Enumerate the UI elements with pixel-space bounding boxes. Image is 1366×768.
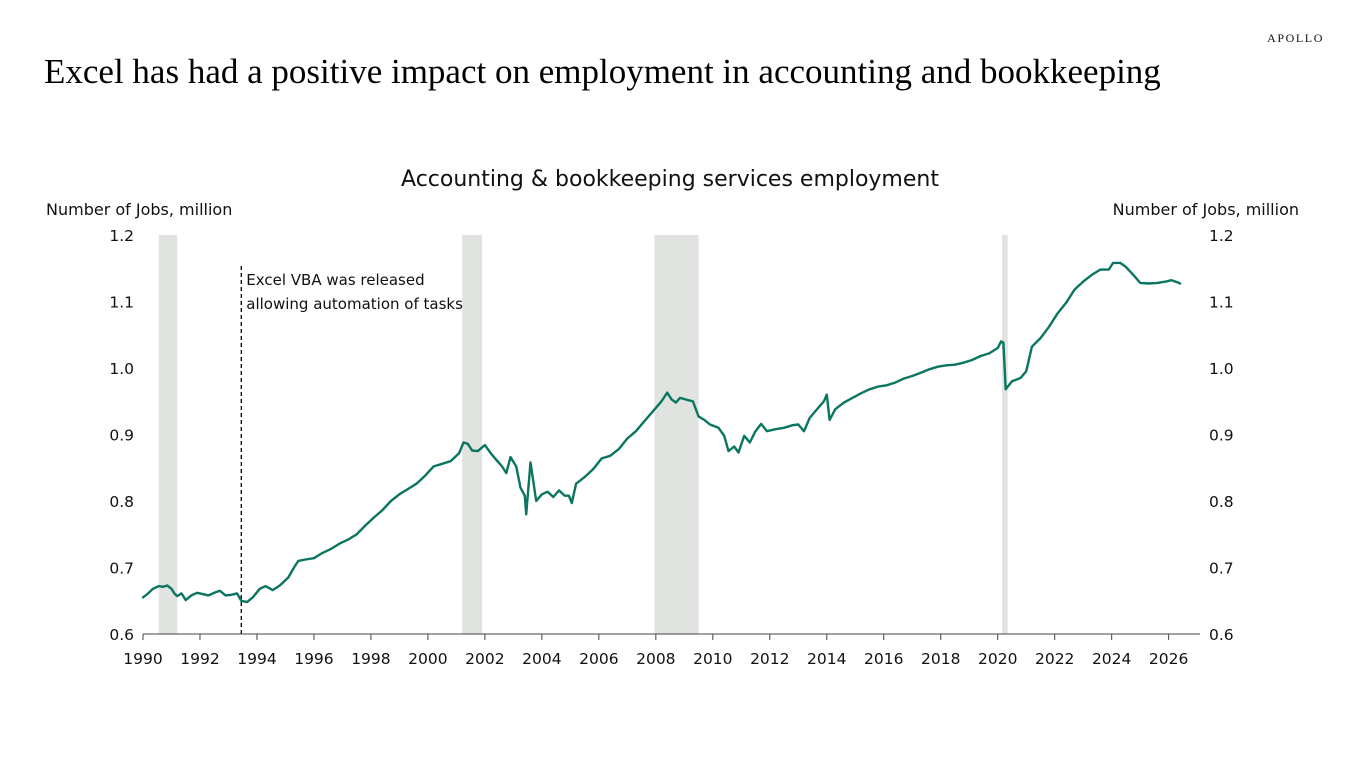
annotation-text-line-2: allowing automation of tasks — [246, 295, 463, 313]
chart-title: Accounting & bookkeeping services employ… — [401, 167, 939, 192]
y-tick-label-left: 0.6 — [109, 626, 134, 644]
y-tick-label-left: 1.0 — [109, 360, 134, 378]
y-tick-label-right: 1.1 — [1209, 294, 1234, 312]
annotation-text-line-1: Excel VBA was released — [246, 271, 424, 289]
y-tick-label-right: 1.2 — [1209, 227, 1234, 245]
y-axis-left-title: Number of Jobs, million — [46, 200, 232, 219]
y-tick-label-right: 0.6 — [1209, 626, 1234, 644]
x-tick-label: 2018 — [921, 650, 960, 668]
x-tick-label: 1990 — [123, 650, 162, 668]
recession-band-3 — [654, 235, 699, 634]
x-tick-label: 2004 — [522, 650, 561, 668]
recession-band-1 — [158, 235, 178, 634]
x-tick-label: 2012 — [750, 650, 789, 668]
x-tick-label: 1998 — [351, 650, 390, 668]
recession-band-4 — [1001, 235, 1008, 634]
x-tick-label: 2010 — [693, 650, 732, 668]
x-axis-ticks: 1990 1992 1994 1996 1998 2000 2002 2004 2006 2008… — [123, 634, 1188, 668]
recession-band-2 — [462, 235, 483, 634]
x-tick-label: 2008 — [636, 650, 675, 668]
x-tick-label: 2002 — [465, 650, 504, 668]
x-tick-label: 2016 — [864, 650, 903, 668]
y-tick-label-right: 0.8 — [1209, 493, 1234, 511]
x-tick-label: 2022 — [1035, 650, 1074, 668]
x-tick-label: 2026 — [1149, 650, 1188, 668]
x-tick-label: 2020 — [978, 650, 1017, 668]
page-title: Excel has had a positive impact on emplo… — [44, 52, 1161, 91]
x-tick-label: 2006 — [579, 650, 618, 668]
y-tick-label-left: 1.2 — [109, 227, 134, 245]
y-tick-label-left: 0.9 — [109, 427, 134, 445]
y-tick-label-right: 0.7 — [1209, 560, 1234, 578]
recession-shading — [158, 235, 1008, 634]
y-tick-label-right: 1.0 — [1209, 360, 1234, 378]
series-layer — [141, 261, 1182, 604]
brand-logo: APOLLO — [1267, 31, 1324, 45]
y-axis-left: 0.6 0.7 0.8 0.9 1.0 1.1 1.2 — [109, 227, 134, 644]
y-axis-right: 0.6 0.7 0.8 0.9 1.0 1.1 1.2 — [1209, 227, 1234, 644]
x-tick-label: 2000 — [408, 650, 447, 668]
annotation: Excel VBA was released allowing automati… — [240, 266, 463, 634]
x-tick-label: 1996 — [294, 650, 333, 668]
y-tick-label-right: 0.9 — [1209, 427, 1234, 445]
x-tick-label: 1994 — [237, 650, 276, 668]
x-tick-label: 2014 — [807, 650, 846, 668]
y-tick-label-left: 0.7 — [109, 560, 134, 578]
y-tick-label-left: 0.8 — [109, 493, 134, 511]
y-axis-right-title: Number of Jobs, million — [1113, 200, 1299, 219]
y-tick-label-left: 1.1 — [109, 294, 134, 312]
x-tick-label: 1992 — [180, 650, 219, 668]
x-tick-label: 2024 — [1092, 650, 1131, 668]
series-line-employment — [141, 261, 1182, 604]
